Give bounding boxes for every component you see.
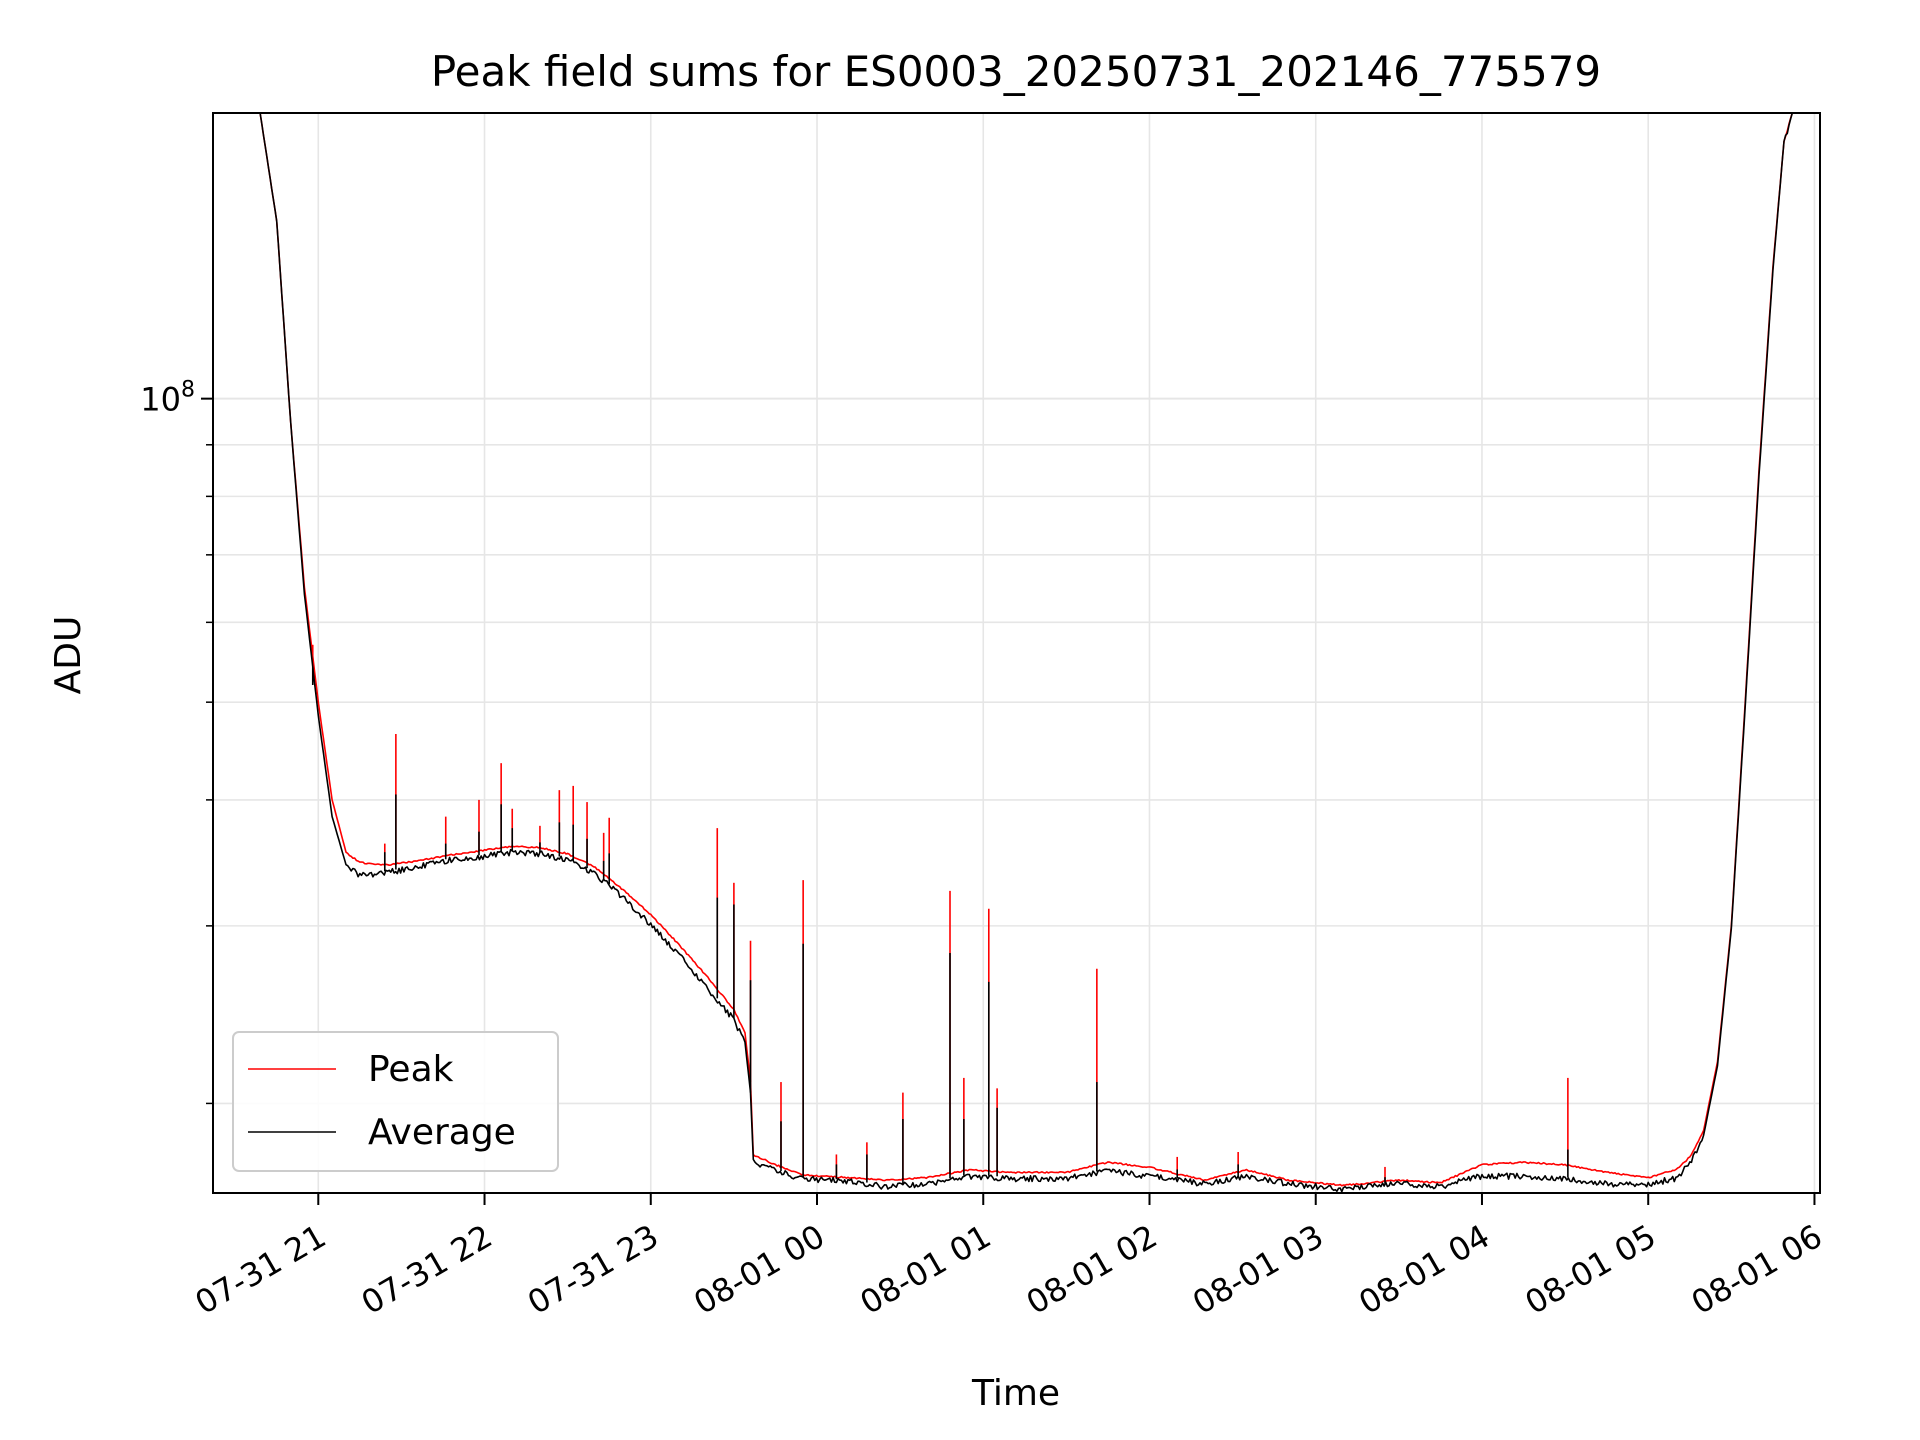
series-line xyxy=(259,113,1794,1193)
legend: Peak Average xyxy=(232,1031,559,1172)
series-average xyxy=(259,113,1794,1193)
legend-label-peak: Peak xyxy=(368,1049,454,1090)
series-line xyxy=(259,113,1794,1187)
y-axis-title: ADU xyxy=(48,616,89,695)
legend-label-average: Average xyxy=(368,1112,516,1153)
grid xyxy=(213,113,1820,1193)
plot-frame xyxy=(212,112,1821,1194)
x-axis-title: Time xyxy=(971,1373,1060,1414)
y-tick-label: 108 xyxy=(140,378,195,419)
y-axis: 108 xyxy=(140,378,213,1105)
legend-box xyxy=(232,1031,559,1172)
chart-title: Peak field sums for ES0003_20250731_2021… xyxy=(431,47,1601,96)
plot-area xyxy=(259,113,1794,1193)
